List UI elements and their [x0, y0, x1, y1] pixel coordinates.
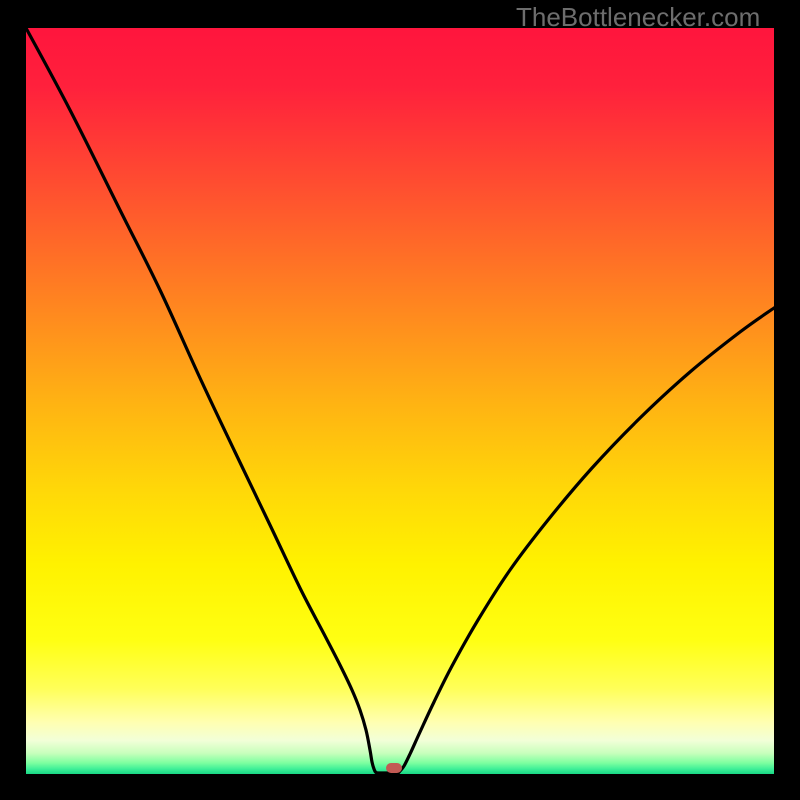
frame-bottom [0, 774, 800, 800]
bottleneck-chart [0, 0, 800, 800]
frame-left [0, 0, 26, 800]
minimum-marker [386, 763, 402, 773]
plot-background [26, 28, 774, 774]
watermark-text: TheBottlenecker.com [516, 2, 760, 33]
frame-right [774, 0, 800, 800]
